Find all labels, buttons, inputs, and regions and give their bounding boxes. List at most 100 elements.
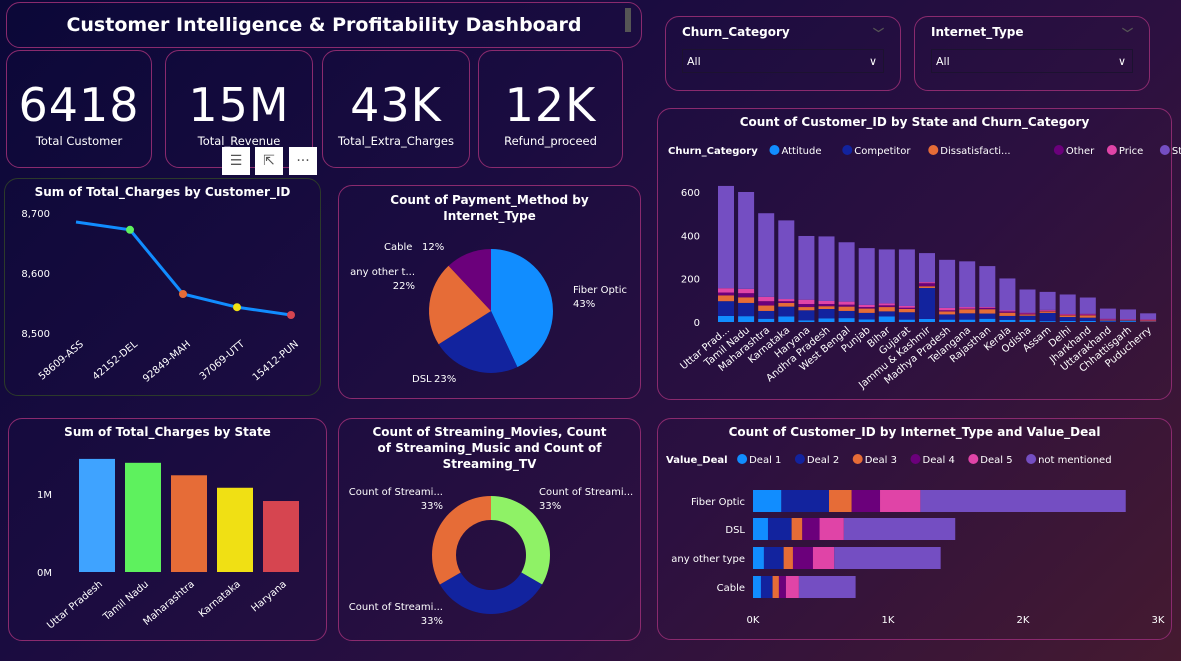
bar-segment	[939, 314, 956, 320]
bar-segment	[1099, 320, 1116, 322]
legend-item: Price	[1119, 146, 1143, 157]
legend-item: Deal 1	[749, 455, 781, 466]
line-chart: 8,500 8,600 8,700 58609-ASS 42152-DEL 92849-M…	[21, 209, 301, 385]
bar-segment	[898, 249, 915, 306]
y-tick-label: 0M	[37, 568, 52, 579]
data-point	[179, 290, 187, 298]
bar-segment	[753, 518, 768, 540]
bar-segment	[1019, 313, 1036, 315]
bar-segment	[898, 309, 915, 313]
deal-chart-card[interactable]: Count of Customer_ID by Internet_Type an…	[657, 418, 1172, 640]
bar-segment	[1079, 313, 1096, 315]
chart-title: Count of Streaming_Movies, Count of Stre…	[372, 425, 607, 471]
scrollbar[interactable]	[625, 8, 631, 32]
bar-segment	[718, 292, 734, 296]
kpi-label: Total_Revenue	[197, 134, 281, 148]
bar-segment	[818, 309, 835, 319]
bar-segment	[753, 576, 761, 598]
churn-chart-card[interactable]: Count of Customer_ID by State and Churn_…	[657, 108, 1181, 400]
state-bar-card[interactable]: Sum of Total_Charges by State 0M 1M Uttar …	[8, 418, 327, 641]
bar-segment	[738, 316, 755, 322]
data-point	[233, 303, 241, 312]
bar-segment	[1120, 321, 1136, 322]
x-tick-label: Haryana	[249, 579, 288, 615]
x-tick-label: Karnataka	[197, 579, 243, 620]
y-tick-label: 400	[681, 231, 700, 242]
bar-segment	[738, 288, 755, 294]
bar-segment	[1019, 289, 1036, 313]
bar-segment	[1059, 294, 1076, 314]
bar-segment	[718, 185, 734, 289]
bar-segment	[772, 576, 779, 598]
bar-segment	[718, 288, 734, 293]
x-tick-label: 2K	[1017, 615, 1030, 626]
donut-chart-card[interactable]: Count of Streaming_Movies, Count of Stre…	[338, 418, 641, 641]
line-chart-card[interactable]: Sum of Total_Charges by Customer_ID 8,50…	[4, 178, 321, 396]
bar-segment	[979, 313, 996, 319]
dropdown-value: All	[687, 54, 701, 68]
churn-category-dropdown[interactable]: All ∨	[682, 49, 884, 73]
y-tick-label: 600	[681, 188, 700, 199]
kpi-label: Total Customer	[35, 134, 123, 148]
bar-segment	[758, 310, 775, 319]
legend-marker	[842, 145, 853, 155]
bar-segment	[718, 295, 734, 302]
kpi-value: 15M	[188, 78, 290, 132]
bar-segment	[1039, 310, 1056, 312]
slice	[439, 572, 543, 614]
bar-segment	[778, 306, 795, 317]
chart-title: Sum of Total_Charges by State	[64, 425, 271, 439]
y-tick-label: 8,500	[21, 329, 50, 340]
bar-segment	[818, 236, 835, 301]
chevron-down-icon: ∨	[1117, 54, 1126, 68]
chevron-down-icon: ∨	[868, 54, 877, 68]
y-tick-label: any other type	[671, 554, 745, 565]
bar-segment	[778, 301, 795, 303]
internet-type-dropdown[interactable]: All ∨	[931, 49, 1133, 73]
bar-segment	[838, 318, 855, 322]
dashboard-title-card: Customer Intelligence & Profitability Da…	[6, 2, 642, 48]
legend-item: Deal 4	[923, 455, 955, 466]
bar-segment	[1120, 319, 1136, 320]
y-tick-label: 8,600	[21, 269, 50, 280]
bar-segment	[919, 287, 935, 319]
chart-title: Count of Customer_ID by Internet_Type an…	[728, 425, 1101, 439]
filter-icon[interactable]: ☰	[222, 147, 250, 175]
pie-chart-card[interactable]: Count of Payment_Method by Internet_Type…	[338, 185, 641, 399]
bar-segment	[898, 312, 915, 320]
bar-segment	[939, 307, 956, 311]
bar-segment	[878, 249, 895, 304]
bar-segment	[792, 547, 813, 569]
bar-segment	[1099, 319, 1116, 321]
bar-segment	[753, 547, 764, 569]
more-options-icon[interactable]: ···	[289, 147, 317, 175]
bar-segment	[920, 490, 1126, 512]
bar-segment	[959, 307, 976, 309]
chevron-down-icon[interactable]: ﹀	[1122, 27, 1133, 40]
bar-segment	[798, 307, 815, 311]
bar-segment	[798, 235, 815, 300]
bar-segment	[778, 302, 795, 307]
series-line	[75, 220, 292, 317]
bar-segment	[738, 297, 755, 303]
slice-label: DSL	[412, 374, 432, 385]
bar-segment	[919, 286, 935, 288]
legend-marker	[928, 145, 939, 155]
focus-mode-icon[interactable]: ⇱	[255, 147, 283, 175]
legend-marker	[910, 454, 921, 464]
bar-segment	[1059, 320, 1076, 322]
bar-segment	[778, 299, 795, 302]
x-tick-label: 37069-UTT	[198, 338, 248, 382]
stacked-bar-chart: Value_Deal Deal 1 Deal 2 Deal 3 Deal 4 Deal 5…	[666, 454, 1165, 626]
legend-item: not mentioned	[1038, 455, 1111, 466]
bar-segment	[798, 310, 815, 321]
legend-item: Deal 3	[865, 455, 897, 466]
slice	[438, 311, 518, 373]
chevron-down-icon[interactable]: ﹀	[873, 27, 884, 40]
slice-label: any other t...	[350, 267, 415, 278]
bar-segment	[798, 320, 815, 322]
bar-segment	[1099, 318, 1116, 320]
bar-segment	[838, 306, 855, 311]
bar-segment	[999, 278, 1016, 311]
bar-segment	[778, 220, 795, 300]
